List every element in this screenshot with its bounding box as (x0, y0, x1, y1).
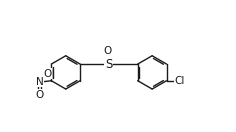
Text: O: O (35, 90, 44, 100)
Text: S: S (105, 58, 113, 71)
Text: O: O (44, 69, 52, 79)
Text: O: O (104, 46, 112, 56)
Text: N: N (36, 77, 43, 87)
Text: Cl: Cl (174, 76, 185, 86)
